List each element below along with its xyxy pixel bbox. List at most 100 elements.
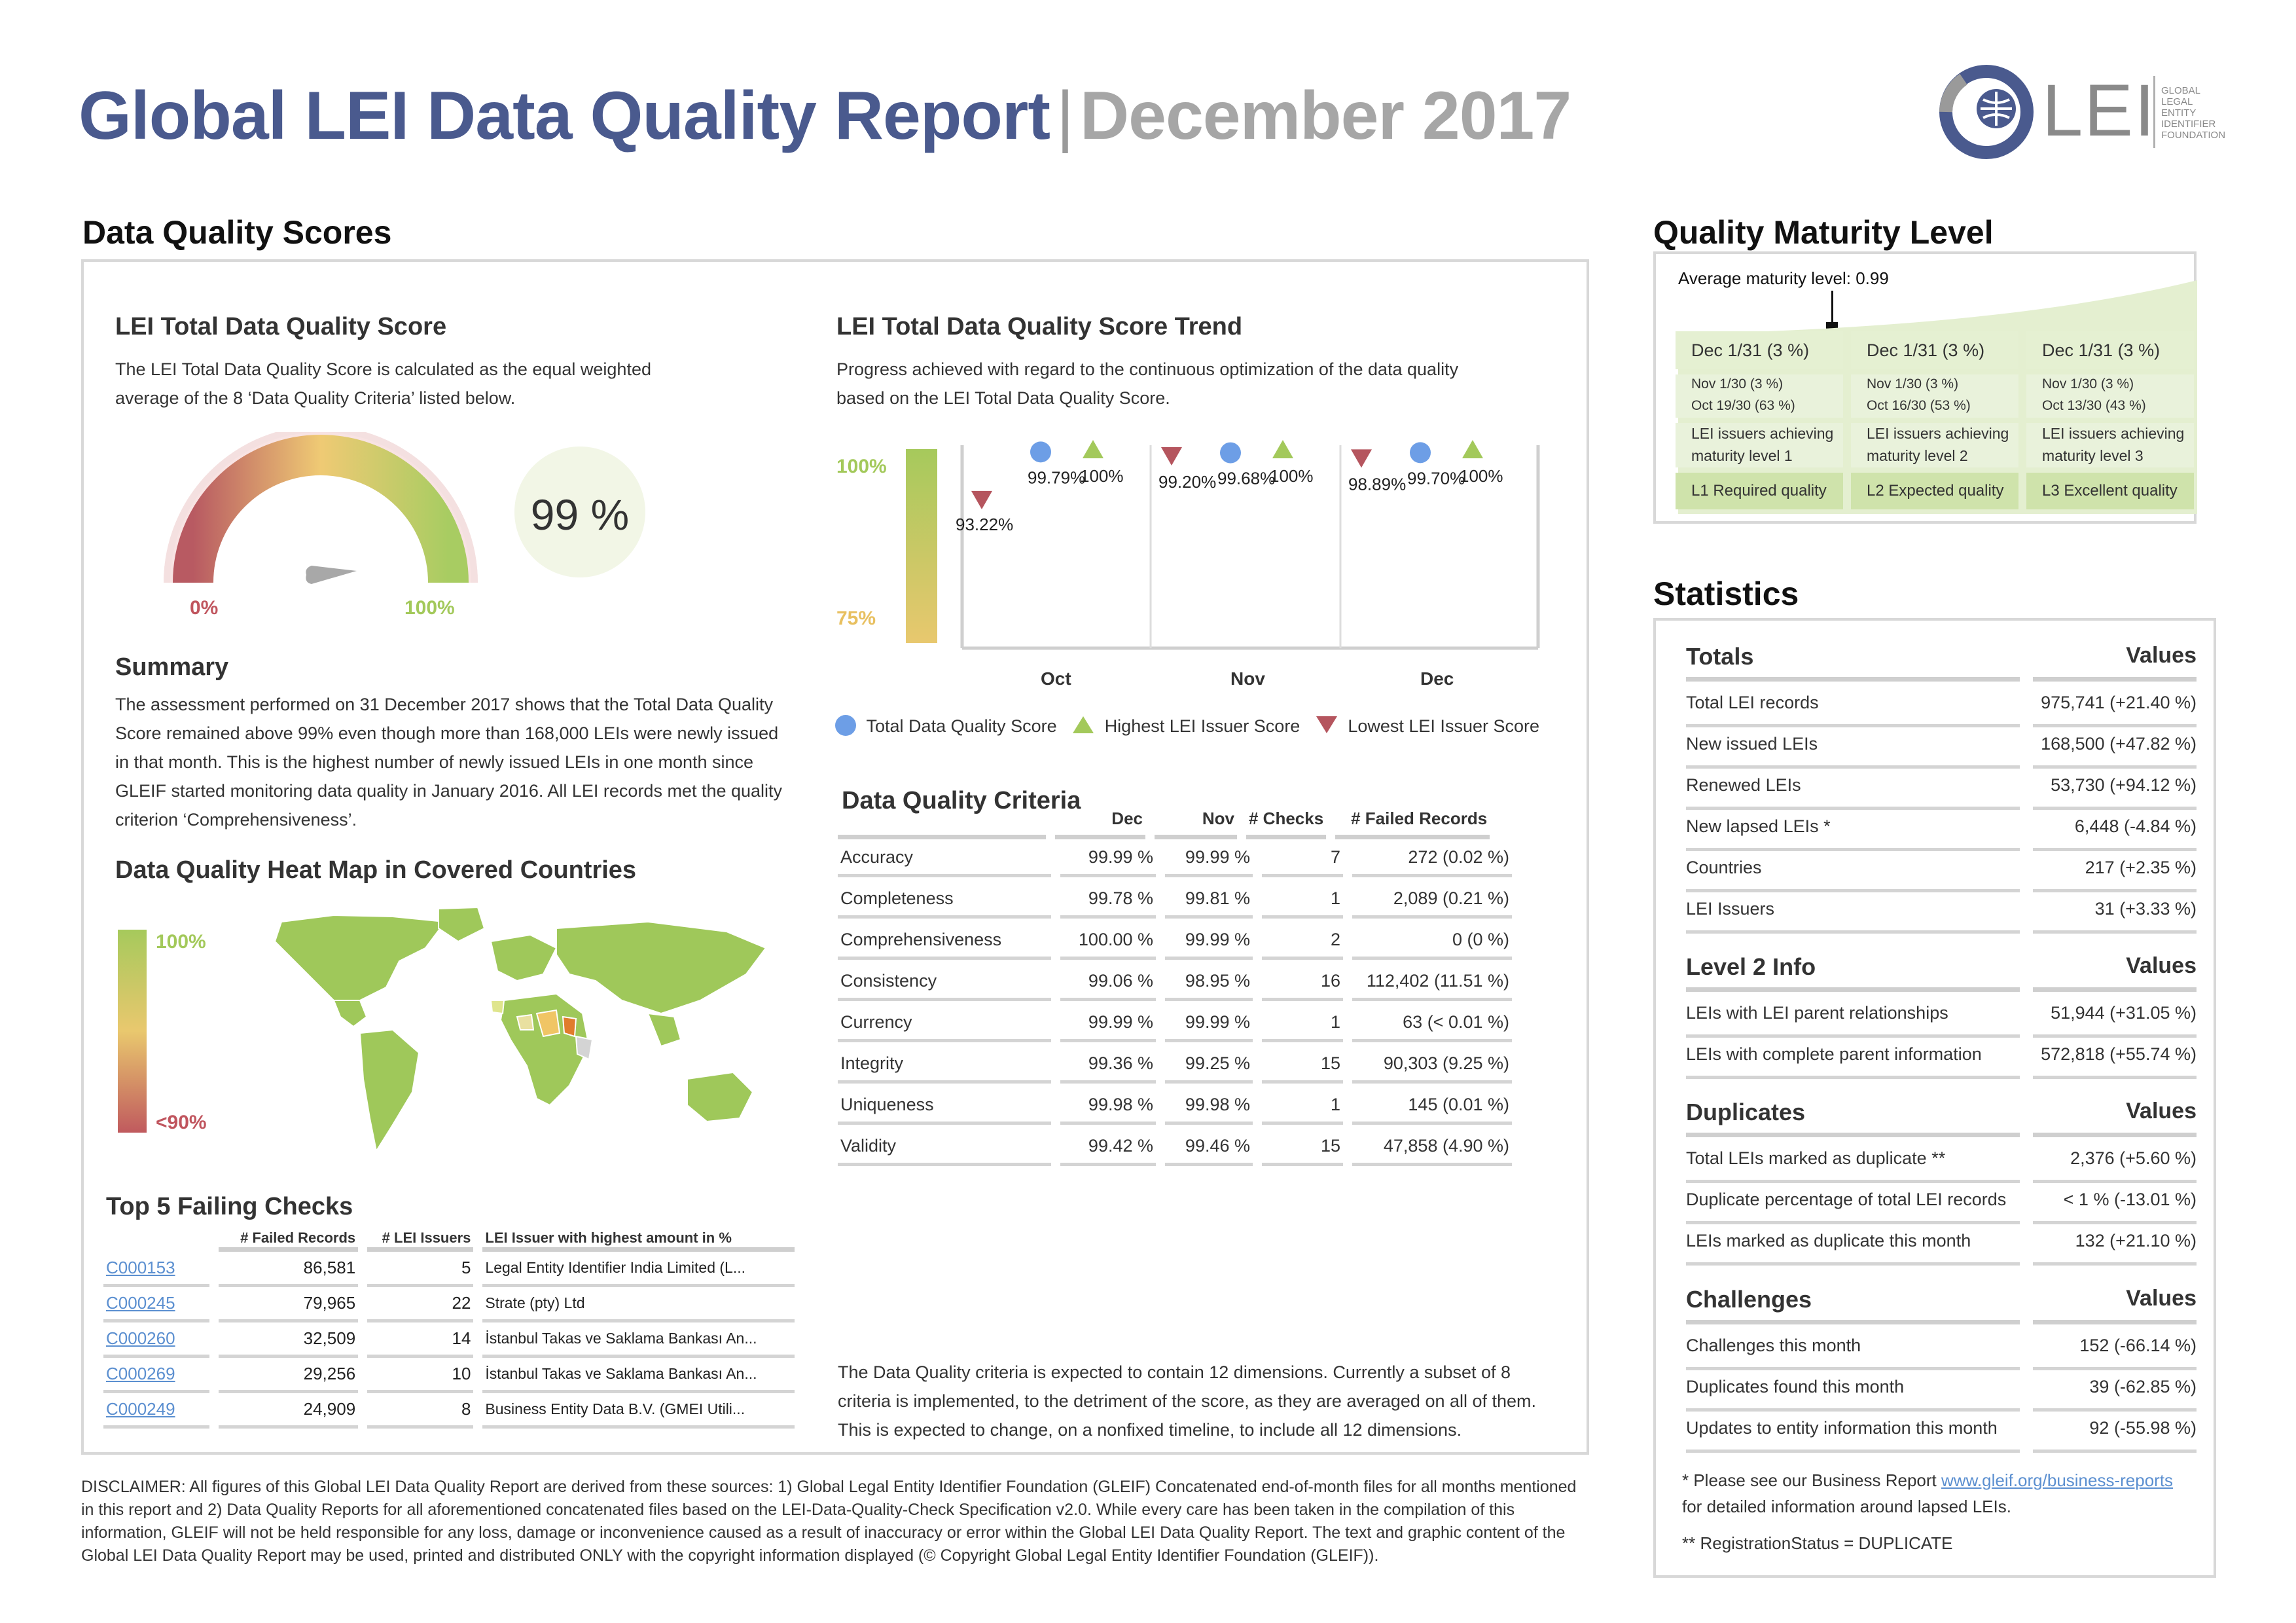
stats-row: New lapsed LEIs * 6,448 (-4.84 %) [1686,807,2197,851]
stats-value: 53,730 (+94.12 %) [2033,775,2197,810]
check-link[interactable]: C000249 [103,1393,210,1429]
trend-point-total-data-quality-score [1410,442,1431,464]
stats-label: Challenges this month [1686,1336,2020,1370]
criteria-row: Uniqueness 99.98 % 99.98 % 1 145 (0.01 %) [829,1088,1512,1129]
avg-maturity-label: Average maturity level: 0.99 [1678,268,1889,288]
table-row: C000260 32,509 14 İstanbul Takas ve Sakl… [103,1322,795,1358]
criterion-nov: 99.99 % [1165,930,1253,960]
criterion-nov: 99.99 % [1165,847,1253,877]
criterion-dec: 99.99 % [1060,847,1156,877]
trend-point-total-data-quality-score [1220,442,1241,464]
stats-row: Total LEI records 975,741 (+21.40 %) [1686,684,2197,727]
stats-value: 31 (+3.33 %) [2033,899,2197,934]
trend-x-tick: Nov [1230,668,1265,689]
top-issuer: İstanbul Takas ve Saklama Bankası An... [482,1358,795,1393]
criteria-row: Completeness 99.78 % 99.81 % 1 2,089 (0.21 %… [829,882,1512,923]
map-region-low-1 [535,1009,561,1038]
business-report-link[interactable]: www.gleif.org/business-reports [1941,1470,2174,1490]
gauge-max-label: 100% [404,597,455,619]
criterion-dec: 99.06 % [1060,971,1156,1001]
failed-records: 86,581 [219,1252,359,1287]
world-heat-map [274,906,767,1153]
criterion-failed: 112,402 (11.51 %) [1352,971,1512,1001]
maturity-nov: Nov 1/30 (3 %) [1851,374,2018,394]
check-link[interactable]: C000245 [103,1287,210,1322]
criterion-name: Integrity [838,1053,1051,1084]
criterion-nov: 99.25 % [1165,1053,1253,1084]
top-issuer: Strate (pty) Ltd [482,1287,795,1322]
criteria-table: Dec Nov # Checks # Failed Records [829,803,1499,839]
failed-records: 29,256 [219,1358,359,1393]
avg-maturity-pointer [1831,291,1833,325]
trend-desc: Progress achieved with regard to the con… [836,359,1459,408]
stats-label: LEIs with LEI parent relationships [1686,1003,2020,1038]
stats-label: Total LEI records [1686,693,2020,727]
heatmap-scale-bar [118,930,147,1133]
issuer-count: 5 [367,1252,474,1287]
stats-row: Total LEIs marked as duplicate ** 2,376 (… [1686,1139,2197,1183]
maturity-dec: Dec 1/31 (3 %) [2026,331,2194,369]
criterion-failed: 90,303 (9.25 %) [1352,1053,1512,1084]
failing-col-check [103,1228,209,1252]
criterion-name: Uniqueness [838,1095,1051,1125]
report-date: December 2017 [1080,78,1571,154]
criterion-checks: 2 [1262,930,1343,960]
maturity-achieving2: maturity level 3 [2026,444,2194,467]
failing-checks-table: # Failed Records # LEI Issuers LEI Issue… [94,1228,804,1429]
logo-text: LEI [2042,69,2157,151]
trend-chart: 99.79% 99.68% 99.70%100% 100% 100%93.22%99.2… [956,440,1540,689]
heatmap-scale-top: 100% [156,931,206,953]
trend-point-highest-lei-issuer-score [1462,440,1483,458]
map-region-mid [490,1000,505,1015]
stats-values-label: Values [2033,1099,2197,1137]
stats-value: 975,741 (+21.40 %) [2033,693,2197,727]
stats-row: Countries 217 (+2.35 %) [1686,848,2197,892]
maturity-level-2: Dec 1/31 (3 %) Nov 1/30 (3 %) Oct 16/30 (5… [1851,331,2018,520]
criterion-checks: 16 [1262,971,1343,1001]
failing-checks-title: Top 5 Failing Checks [106,1193,353,1220]
stats-group-title: Challenges [1686,1286,2020,1324]
check-link[interactable]: C000153 [103,1252,210,1287]
legend-total: Total Data Quality Score [866,716,1057,736]
stats-label: New issued LEIs [1686,734,2020,769]
top-issuer: Business Entity Data B.V. (GMEI Utili... [482,1393,795,1429]
check-link[interactable]: C000260 [103,1322,210,1358]
maturity-oct: Oct 13/30 (43 %) [2026,394,2194,418]
table-row: C000249 24,909 8 Business Entity Data B.… [103,1393,795,1429]
total-score-desc: The LEI Total Data Quality Score is calc… [115,359,651,408]
stats-value: 168,500 (+47.82 %) [2033,734,2197,769]
stats-label: LEI Issuers [1686,899,2020,934]
trend-point-highest-lei-issuer-score [1272,440,1293,458]
stats-value: 2,376 (+5.60 %) [2033,1148,2197,1183]
table-row: C000269 29,256 10 İstanbul Takas ve Sakl… [103,1358,795,1393]
table-row: C000153 86,581 5 Legal Entity Identifier… [103,1252,795,1287]
failed-records: 79,965 [219,1287,359,1322]
stats-footnote-1: * Please see our Business Report www.gle… [1682,1470,2173,1491]
criterion-name: Accuracy [838,847,1051,877]
top-issuer: Legal Entity Identifier India Limited (L… [482,1252,795,1287]
trend-data-label: 99.79% [1028,467,1085,487]
stats-label: Renewed LEIs [1686,775,2020,810]
globe-icon [1939,65,2034,159]
stats-group-title: Duplicates [1686,1099,2020,1137]
disclaimer: DISCLAIMER: All figures of this Global L… [81,1478,1577,1565]
section-title-statistics: Statistics [1653,575,1799,612]
criteria-note: The Data Quality criteria is expected to… [838,1362,1537,1440]
logo-org-name: GLOBAL LEGAL ENTITY IDENTIFIER FOUNDATION [2161,85,2226,141]
issuer-count: 8 [367,1393,474,1429]
gleif-logo: LEI GLOBAL LEGAL ENTITY IDENTIFIER FOUNDATIO… [1937,63,2225,161]
criterion-checks: 7 [1262,847,1343,877]
trend-title: LEI Total Data Quality Score Trend [836,313,1243,340]
map-region-no-data [575,1035,594,1061]
trend-point-highest-lei-issuer-score [1083,440,1103,458]
stats-label: Countries [1686,858,2020,892]
criteria-row: Validity 99.42 % 99.46 % 15 47,858 (4.90 %) [829,1129,1512,1171]
criterion-dec: 100.00 % [1060,930,1156,960]
maturity-achieving1: LEI issuers achieving [2026,423,2194,444]
stats-row: Challenges this month 152 (-66.14 %) [1686,1326,2197,1370]
criterion-failed: 2,089 (0.21 %) [1352,888,1512,919]
section-title-dq-scores: Data Quality Scores [82,214,392,251]
check-link[interactable]: C000269 [103,1358,210,1393]
stats-value: 152 (-66.14 %) [2033,1336,2197,1370]
maturity-name: L3 Excellent quality [2026,473,2194,509]
